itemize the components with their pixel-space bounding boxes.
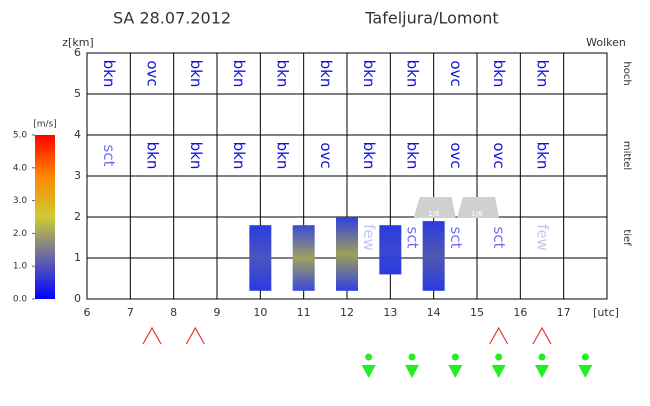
- cloud-label: sct: [404, 227, 422, 249]
- cloud-label: bkn: [230, 142, 248, 170]
- plot-frame: [86, 52, 608, 300]
- x-tick-label: 7: [127, 306, 134, 319]
- shower-arrow: [361, 353, 376, 378]
- y-tick-label: 1: [74, 251, 81, 264]
- arrow-head: [361, 365, 376, 378]
- cloud-bar: [249, 225, 272, 291]
- cloud-header: Wolken: [586, 36, 626, 49]
- cloud-label: ovc: [317, 142, 335, 168]
- cloud-label: bkn: [534, 60, 552, 88]
- arrow-head: [405, 365, 419, 378]
- cloud-icon-label: 1/8: [428, 210, 439, 218]
- cloud-bar: [422, 221, 445, 291]
- cloud-bar: [292, 225, 315, 291]
- cloud-label: bkn: [144, 142, 162, 170]
- cloud-bar: [336, 217, 358, 291]
- colorbar-tick-label: 1.0: [13, 262, 28, 272]
- location: Tafeljura/Lomont: [364, 9, 498, 28]
- x-tick-label: 12: [340, 306, 354, 319]
- cloud-label: few: [360, 224, 378, 251]
- cloud-label: few: [534, 224, 552, 251]
- arrow-dot: [581, 353, 589, 361]
- shower-arrow: [491, 353, 506, 378]
- cloud-label: ovc: [447, 142, 465, 168]
- layer-name: mittel: [621, 141, 632, 170]
- arrow-head: [578, 365, 593, 378]
- cloud-label: bkn: [490, 60, 508, 88]
- x-tick-label: 8: [170, 306, 177, 319]
- cloud-label: bkn: [187, 60, 205, 88]
- cloud-label: ovc: [144, 60, 162, 86]
- colorbar-tick-label: 3.0: [13, 196, 28, 206]
- y-tick-label: 6: [74, 46, 81, 59]
- thermal-symbol: [185, 326, 205, 345]
- cloud-icon-label: 1/8: [471, 210, 482, 218]
- cloud-label: sct: [100, 145, 118, 167]
- cloud-icon: [413, 197, 456, 218]
- arrow-dot: [408, 353, 416, 361]
- cloud-label: bkn: [534, 142, 552, 170]
- colorbar: [35, 135, 55, 299]
- x-tick-label: 16: [513, 306, 527, 319]
- y-tick-label: 5: [74, 87, 81, 100]
- x-tick-label: 9: [214, 306, 221, 319]
- x-tick-label: 10: [253, 306, 267, 319]
- arrow-head: [491, 365, 506, 378]
- thermal-symbol: [489, 326, 509, 345]
- chart-title: SA 28.07.2012: [113, 9, 231, 28]
- y-tick-label: 0: [74, 292, 81, 305]
- y-axis-label: z[km]: [62, 36, 93, 49]
- x-tick-label: 13: [383, 306, 397, 319]
- colorbar-tick-label: 0.0: [13, 295, 28, 305]
- cloud-label: bkn: [274, 142, 292, 170]
- y-tick-label: 4: [74, 128, 81, 141]
- layer-name: hoch: [621, 61, 632, 85]
- cloud-label: bkn: [230, 60, 248, 88]
- shower-arrow: [578, 353, 593, 378]
- arrow-dot: [495, 353, 503, 361]
- shower-arrow: [535, 353, 549, 378]
- cloud-label: bkn: [360, 142, 378, 170]
- colorbar-tick-label: 4.0: [13, 163, 28, 173]
- arrow-dot: [538, 353, 546, 361]
- layer-name: tief: [621, 229, 632, 246]
- arrow-head: [448, 365, 463, 378]
- cloud-label: bkn: [100, 60, 118, 88]
- shower-arrow: [448, 353, 463, 378]
- x-tick-label: 11: [297, 306, 311, 319]
- cloud-bar: [379, 225, 402, 275]
- y-tick-label: 2: [74, 210, 81, 223]
- x-axis-label: [utc]: [593, 306, 619, 319]
- thermal-symbol: [532, 326, 552, 345]
- x-tick-label: 14: [427, 306, 441, 319]
- colorbar-tick-label: 2.0: [13, 229, 28, 239]
- cloud-label: ovc: [490, 142, 508, 168]
- x-tick-label: 15: [470, 306, 484, 319]
- cloud-label: ovc: [447, 60, 465, 86]
- arrow-dot: [365, 353, 373, 361]
- colorbar-label: [m/s]: [33, 120, 57, 130]
- cloud-label: sct: [490, 227, 508, 249]
- colorbar-tick-label: 5.0: [13, 131, 28, 141]
- thermal-symbol: [142, 326, 162, 345]
- cloud-label: sct: [447, 227, 465, 249]
- x-tick-label: 17: [557, 306, 571, 319]
- cloud-icon: [457, 197, 499, 218]
- cloud-label: bkn: [187, 142, 205, 170]
- arrow-dot: [451, 353, 459, 361]
- arrow-head: [535, 365, 549, 378]
- cloud-label: bkn: [360, 60, 378, 88]
- x-tick-label: 6: [84, 306, 91, 319]
- cloud-label: bkn: [274, 60, 292, 88]
- shower-arrow: [405, 353, 419, 378]
- y-tick-label: 3: [74, 169, 81, 182]
- cloud-label: bkn: [404, 142, 422, 170]
- cloud-label: bkn: [404, 60, 422, 88]
- cloud-label: bkn: [317, 60, 335, 88]
